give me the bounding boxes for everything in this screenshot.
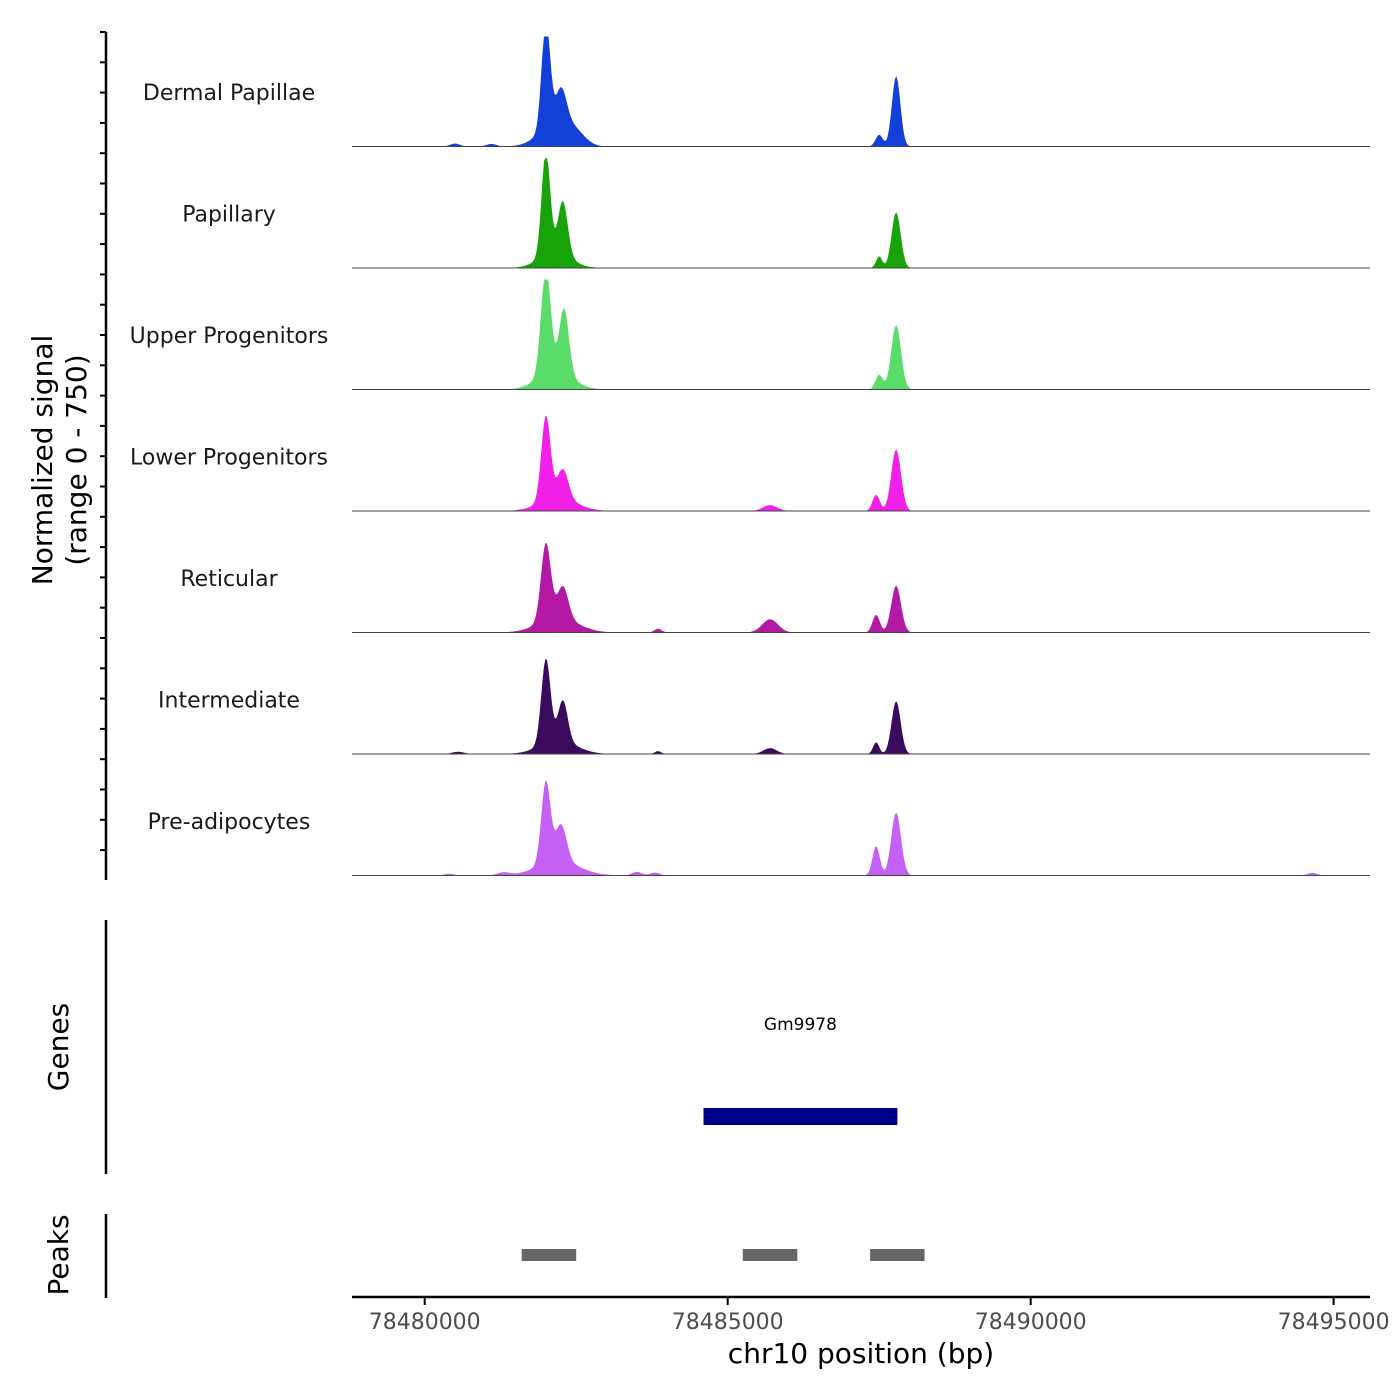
x-tick-label: 78495000 — [1278, 1310, 1390, 1335]
y-axis-subtitle: (range 0 - 750) — [60, 354, 93, 565]
x-tick-label: 78490000 — [975, 1310, 1087, 1335]
signal-y-axis — [100, 31, 108, 880]
signal-track: Reticular — [180, 542, 1370, 633]
signal-y-ticks — [100, 31, 106, 852]
track-label: Dermal Papillae — [143, 81, 315, 106]
signal-area — [352, 158, 1370, 268]
x-tick-label: 78485000 — [672, 1310, 784, 1335]
track-label: Pre-adipocytes — [148, 810, 311, 835]
signal-area — [352, 415, 1370, 511]
gene-body — [703, 1108, 898, 1125]
signal-area — [352, 36, 1370, 147]
peak-region — [521, 1249, 577, 1261]
peak-track — [521, 1249, 925, 1261]
track-label: Upper Progenitors — [130, 324, 329, 349]
signal-track: Intermediate — [158, 658, 1370, 755]
genes-section-title: Genes — [42, 1003, 75, 1091]
signal-area — [352, 780, 1370, 876]
x-tick-label: 78480000 — [369, 1310, 481, 1335]
signal-area — [352, 279, 1370, 390]
signal-track: Pre-adipocytes — [148, 780, 1370, 876]
signal-tracks: Dermal Papillae Papillary Upper Progenitor… — [130, 36, 1370, 876]
peak-region — [870, 1249, 925, 1261]
signal-track: Lower Progenitors — [130, 415, 1370, 512]
signal-area — [352, 658, 1370, 754]
track-label: Reticular — [180, 567, 278, 592]
signal-track: Dermal Papillae — [143, 36, 1370, 147]
track-label: Lower Progenitors — [130, 446, 328, 471]
x-axis-ticks: 78480000 78485000 78490000 78495000 — [369, 1297, 1390, 1335]
track-label: Intermediate — [158, 689, 300, 714]
gene-track: Gm9978 — [703, 1015, 898, 1125]
track-label: Papillary — [182, 203, 276, 228]
peak-region — [742, 1249, 798, 1261]
x-axis-title: chr10 position (bp) — [728, 1337, 994, 1370]
y-axis-title: Normalized signal — [26, 335, 59, 586]
signal-area — [352, 542, 1370, 633]
peaks-section-title: Peaks — [42, 1214, 75, 1295]
gene-label: Gm9978 — [764, 1015, 837, 1035]
signal-track: Upper Progenitors — [130, 279, 1370, 390]
signal-track: Papillary — [182, 158, 1370, 269]
